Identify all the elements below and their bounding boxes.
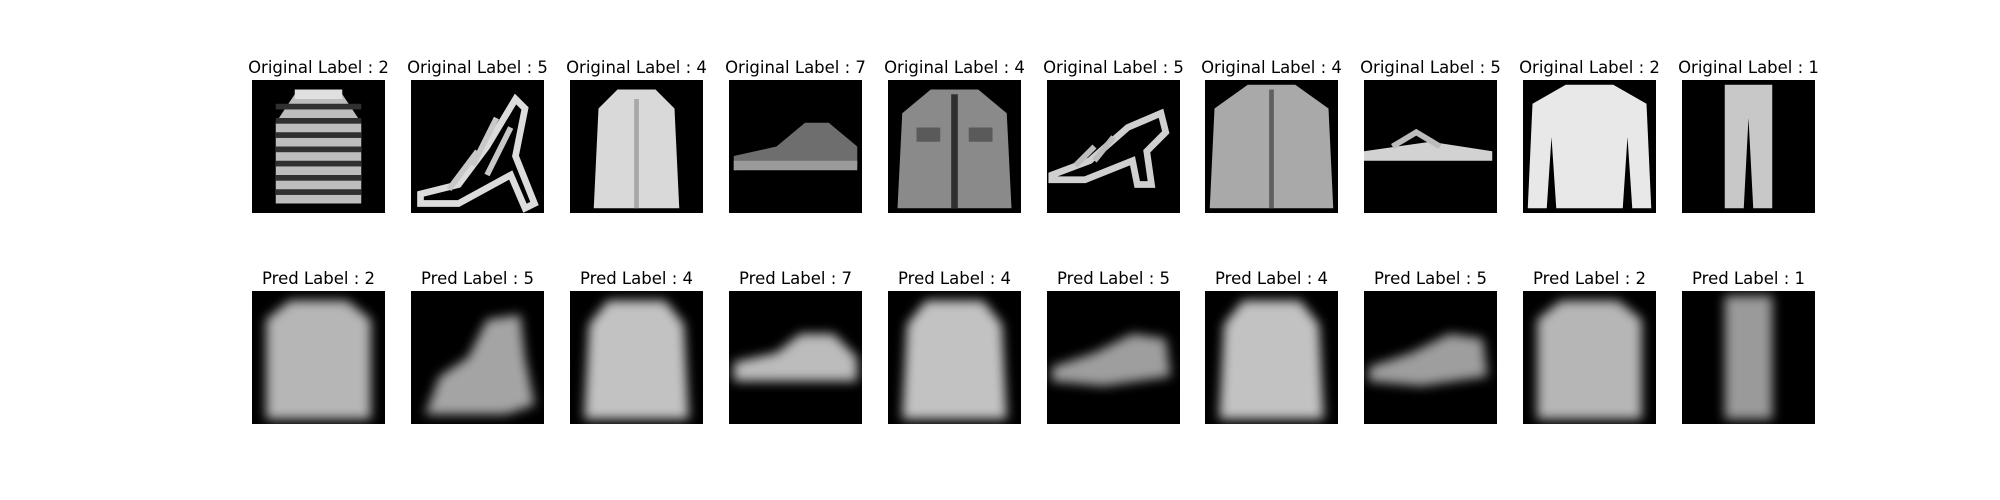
pred-label-title: Pred Label : 7	[738, 269, 852, 288]
pred-label-title: Pred Label : 4	[1214, 269, 1328, 288]
pred-image-blurry-ankle-boot	[411, 291, 544, 424]
pred-image-blurry-sneaker	[729, 291, 862, 424]
original-image-heeled-sandal	[1047, 80, 1180, 213]
pred-image-blurry-coat	[570, 291, 703, 424]
pred-image-blurry-sandal	[1364, 291, 1497, 424]
original-label-title: Original Label : 4	[1201, 58, 1342, 77]
original-label-title: Original Label : 5	[1043, 58, 1184, 77]
pred-label-title: Pred Label : 1	[1691, 269, 1805, 288]
pred-image-blurry-coat	[1205, 291, 1338, 424]
original-label-title: Original Label : 2	[1519, 58, 1660, 77]
original-label-title: Original Label : 7	[725, 58, 866, 77]
original-image-long-sleeve-pullover	[1523, 80, 1656, 213]
original-image-trousers	[1682, 80, 1815, 213]
original-label-title: Original Label : 5	[407, 58, 548, 77]
pred-image-blurry-sandal	[1047, 291, 1180, 424]
pred-image-blurry-trousers	[1682, 291, 1815, 424]
original-image-sneaker	[729, 80, 862, 213]
original-image-strappy-high-heel-sandal	[411, 80, 544, 213]
original-image-striped-sweater	[252, 80, 385, 213]
pred-label-title: Pred Label : 4	[579, 269, 693, 288]
original-image-flip-flop-sandal	[1364, 80, 1497, 213]
pred-label-title: Pred Label : 4	[897, 269, 1011, 288]
pred-label-title: Pred Label : 5	[1373, 269, 1487, 288]
pred-image-blurry-coat	[888, 291, 1021, 424]
original-image-denim-jacket	[888, 80, 1021, 213]
original-label-title: Original Label : 4	[566, 58, 707, 77]
pred-label-title: Pred Label : 2	[261, 269, 375, 288]
pred-label-title: Pred Label : 5	[420, 269, 534, 288]
original-image-long-coat	[570, 80, 703, 213]
pred-image-blurry-pullover	[252, 291, 385, 424]
original-label-title: Original Label : 1	[1678, 58, 1819, 77]
original-label-title: Original Label : 2	[248, 58, 389, 77]
original-image-zip-jacket	[1205, 80, 1338, 213]
original-label-title: Original Label : 4	[884, 58, 1025, 77]
pred-label-title: Pred Label : 2	[1532, 269, 1646, 288]
pred-image-blurry-pullover	[1523, 291, 1656, 424]
original-label-title: Original Label : 5	[1360, 58, 1501, 77]
pred-label-title: Pred Label : 5	[1056, 269, 1170, 288]
